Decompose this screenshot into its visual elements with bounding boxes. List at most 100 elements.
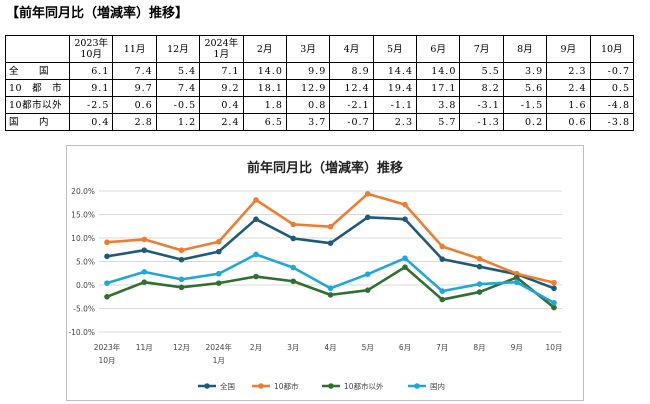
table-cell: 8.2 <box>459 79 504 97</box>
chart-title: 前年同月比（増減率）推移 <box>247 160 403 176</box>
gridlines <box>99 190 562 333</box>
data-point <box>141 247 148 254</box>
table-cell: 7.4 <box>155 79 201 97</box>
chart-svg: 前年同月比（増減率）推移 -10.0% -5.0% 0.0% 5.0% 10.0% 15.… <box>68 160 563 391</box>
x-tick-label: 12月 <box>173 343 190 352</box>
data-point <box>253 273 259 280</box>
data-point <box>327 223 334 230</box>
x-tick-label: 9月 <box>511 343 523 352</box>
table-cell: 6.5 <box>242 113 287 131</box>
table-header-row: 2023年 10月 11月 12月 2024年 1月 2月 3月 4月 5月 6月 7月 8月 9月 10月 <box>5 35 634 63</box>
column-header-line2: 1月 <box>213 49 230 60</box>
data-point <box>402 216 408 222</box>
table-cell: 18.1 <box>242 79 287 97</box>
x-tick-label: 3月 <box>287 343 299 352</box>
table-cell: -0.7 <box>329 113 374 131</box>
table-cell: -1.3 <box>459 113 504 131</box>
data-table: 2023年 10月 11月 12月 2024年 1月 2月 3月 4月 5月 6月 7月 8月 9月 10月… <box>5 35 634 131</box>
row-label: 国 内 <box>5 113 70 131</box>
table-cell: 0.5 <box>589 79 634 97</box>
chart-series <box>104 191 557 311</box>
table-cell: -4.8 <box>589 96 634 114</box>
table-cell: 2.3 <box>546 62 591 80</box>
table-cell: 14.4 <box>372 62 418 80</box>
column-header-line1: 2024年 <box>204 38 239 49</box>
table-cell: 9.1 <box>68 79 114 97</box>
legend-marker <box>258 383 264 389</box>
y-tick-label: 0.0% <box>76 281 95 290</box>
data-point <box>104 280 110 286</box>
column-header-line1: 12月 <box>167 43 189 55</box>
data-point <box>364 271 371 277</box>
table-cell: 2.8 <box>112 113 157 131</box>
table-cell: 1.2 <box>155 113 201 131</box>
table-cell: 9.7 <box>112 79 157 97</box>
table-row: 10 都 市 9.1 9.7 7.4 9.2 18.1 12.9 12.4 19.4 17.1 8.… <box>5 79 634 97</box>
data-point <box>551 304 557 311</box>
x-tick-label: 7月 <box>436 343 448 352</box>
data-point <box>253 197 259 203</box>
x-tick-label: 2月 <box>250 343 262 352</box>
data-point <box>364 287 371 293</box>
legend-marker <box>328 383 334 389</box>
table-cell: 0.8 <box>285 96 331 114</box>
x-tick-label: 11月 <box>136 343 153 352</box>
table-column-header: 11月 <box>112 35 157 63</box>
table-cell: -3.1 <box>459 96 504 114</box>
data-point <box>290 278 297 285</box>
table-cell: 8.9 <box>329 62 374 80</box>
y-tick-label: 15.0% <box>71 211 95 220</box>
table-cell: 1.8 <box>242 96 287 114</box>
table-cell: 12.9 <box>285 79 331 97</box>
data-point <box>327 240 334 246</box>
x-tick-label: 2023年 <box>94 342 121 352</box>
data-point <box>104 293 110 300</box>
y-tick-label: 5.0% <box>76 258 95 267</box>
table-cell: 5.6 <box>502 79 548 97</box>
y-tick-label: 10.0% <box>71 234 95 243</box>
table-cell: 5.4 <box>155 62 201 80</box>
legend-label: 10都市以外 <box>344 381 384 391</box>
column-header-line1: 3月 <box>300 43 316 55</box>
page-heading: 【前年同月比（増減率）推移】 <box>6 6 189 21</box>
data-point <box>104 253 110 260</box>
data-point <box>551 279 557 286</box>
y-tick-label: -10.0% <box>68 328 95 337</box>
column-header-line1: 2023年 <box>74 38 109 49</box>
table-cell: 14.0 <box>242 62 287 80</box>
table-cell: -2.5 <box>68 96 114 114</box>
data-point <box>364 191 371 197</box>
table-column-header: 3月 <box>285 35 331 63</box>
table-cell: -0.7 <box>589 62 634 80</box>
table-column-header: 5月 <box>372 35 418 63</box>
chart-legend: 全国 10都市 10都市以外 国内 <box>198 381 445 391</box>
data-point <box>253 216 259 222</box>
table-cell: -1.5 <box>502 96 548 114</box>
table-cell: 7.4 <box>112 62 157 80</box>
data-point <box>439 288 446 294</box>
data-point <box>141 236 148 243</box>
x-tick-label-line2: 10月 <box>98 356 115 365</box>
data-point <box>290 264 297 271</box>
y-axis-tick-labels: -10.0% -5.0% 0.0% 5.0% 10.0% 15.0% 20.0% <box>68 187 95 337</box>
data-point <box>215 238 222 245</box>
data-point <box>513 279 520 285</box>
legend-marker <box>204 383 210 389</box>
table-corner-cell <box>5 35 70 63</box>
column-header-line1: 6月 <box>430 43 446 55</box>
data-point <box>476 281 483 287</box>
table-column-header: 7月 <box>459 35 504 63</box>
table-cell: 14.0 <box>415 62 461 80</box>
x-tick-label: 8月 <box>473 343 485 352</box>
column-header-line1: 4月 <box>343 43 360 55</box>
data-point <box>439 243 446 250</box>
data-point <box>215 280 222 286</box>
data-point <box>402 255 408 262</box>
table-cell: 2.3 <box>372 113 418 131</box>
data-point <box>141 279 148 285</box>
table-cell: 3.8 <box>415 96 461 114</box>
row-label: 10 都 市 <box>5 79 70 97</box>
data-point <box>364 214 371 221</box>
table-cell: 2.4 <box>199 113 244 131</box>
x-axis-tick-labels: 2023年 10月 11月 12月 2024年 1月 2月 3月 4月 5月 6月 7月 8月 9月 10月 <box>94 342 563 365</box>
